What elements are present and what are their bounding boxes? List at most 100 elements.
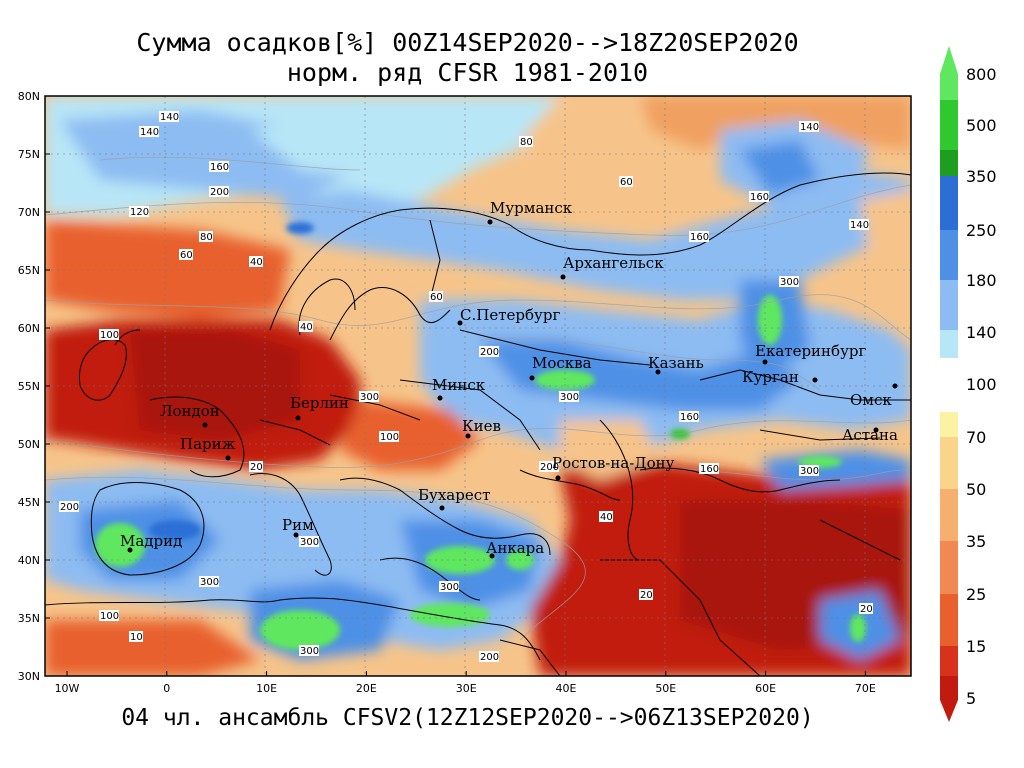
legend-swatch <box>940 437 958 489</box>
city-label: Курган <box>742 368 799 386</box>
legend-label: 350 <box>966 167 997 186</box>
city-dot <box>655 369 661 375</box>
legend-swatch <box>940 74 958 100</box>
legend-label: 140 <box>966 323 997 342</box>
contour-label: 80 <box>200 232 213 243</box>
contour-label-bg <box>129 206 149 217</box>
contour-label: 20 <box>640 590 653 601</box>
lon-tick-label: 50E <box>655 682 676 695</box>
legend-label: 5 <box>966 689 976 708</box>
contour-label-bg <box>799 465 819 476</box>
contour-label: 160 <box>690 232 709 243</box>
city-dot <box>465 433 471 439</box>
legend-lower-arrow <box>940 700 958 722</box>
city-label: Анкара <box>486 539 544 557</box>
city-label: Екатеринбург <box>755 342 866 360</box>
high-precipitation-areas <box>95 222 866 650</box>
contour-label: 140 <box>160 112 179 123</box>
lat-tick-label: 35N <box>18 612 40 625</box>
lat-tick-label: 60N <box>18 322 40 335</box>
city-dot <box>457 320 463 326</box>
legend-label: 15 <box>966 637 986 656</box>
legend-upper-arrow <box>940 46 958 74</box>
city-dot <box>295 415 301 421</box>
longitude-axis: 10W 0 10E 20E 30E 40E 50E 60E 70E <box>55 671 876 695</box>
contour-label-bg <box>99 329 119 340</box>
city-dot <box>437 395 443 401</box>
legend-label: 25 <box>966 585 986 604</box>
contour-value-labels: 140 160 140 200 120 80 60 40 80 60 40 100 300 100 300 3… <box>59 111 873 663</box>
contour-label: 140 <box>140 127 159 138</box>
lon-tick-label: 30E <box>456 682 477 695</box>
legend-label: 35 <box>966 532 986 551</box>
city-dot <box>555 475 561 481</box>
lon-tick-label: 60E <box>755 682 776 695</box>
legend-swatch <box>940 646 958 676</box>
latitude-axis: 80N 75N 70N 65N 60N 55N 50N 45N 40N 35N 30N <box>18 90 50 683</box>
legend-swatch <box>940 676 958 700</box>
city-dot <box>293 532 299 538</box>
contour-label-bg <box>699 463 719 474</box>
contour-label: 100 <box>100 330 119 341</box>
contour-label: 200 <box>540 462 559 473</box>
contour-label-bg <box>479 651 499 662</box>
contour-label-bg <box>599 511 613 522</box>
contour-label: 160 <box>700 464 719 475</box>
lat-tick-label: 70N <box>18 206 40 219</box>
contour-label: 120 <box>130 207 149 218</box>
legend-label: 250 <box>966 221 997 240</box>
contour-label: 160 <box>750 192 769 203</box>
contour-label-bg <box>249 461 263 472</box>
contour-label: 300 <box>560 392 579 403</box>
lat-tick-label: 75N <box>18 148 40 161</box>
city-label: Мурманск <box>490 199 573 217</box>
legend-swatch <box>940 594 958 646</box>
contour-label-bg <box>779 276 799 287</box>
contour-label: 300 <box>780 277 799 288</box>
contour-label-bg <box>639 589 653 600</box>
contour-label-bg <box>299 645 319 656</box>
contour-label: 40 <box>600 512 613 523</box>
city-label: Лондон <box>160 402 220 420</box>
city-dot <box>225 455 231 461</box>
contour-label-bg <box>379 431 399 442</box>
contour-label: 300 <box>440 582 459 593</box>
contour-label-bg <box>799 121 819 132</box>
contour-label-bg <box>139 126 159 137</box>
legend-swatch <box>940 230 958 280</box>
contour-label-bg <box>209 161 229 172</box>
color-legend: 800 500 350 250 180 140 100 70 50 35 25 15 5 <box>940 46 997 722</box>
city-label: Париж <box>180 435 236 453</box>
chart-title: Сумма осадков[%] 00Z14SEP2020-->18Z20SEP… <box>136 28 799 57</box>
contour-label: 300 <box>300 646 319 657</box>
contour-label-bg <box>859 603 873 614</box>
contour-label: 60 <box>620 177 633 188</box>
contour-label: 60 <box>180 250 193 261</box>
lon-tick-label: 40E <box>556 682 577 695</box>
city-dot <box>439 505 445 511</box>
city-label: Архангельск <box>563 254 664 272</box>
contour-label-bg <box>159 111 179 122</box>
graticule <box>45 96 911 676</box>
lon-tick-label: 10W <box>55 682 80 695</box>
city-markers: Мурманск Архангельск С.Петербург Москва Каза… <box>120 199 898 559</box>
legend-swatch <box>940 330 958 358</box>
lon-tick-label: 0 <box>163 682 170 695</box>
legend-label: 70 <box>966 428 986 447</box>
contour-label-bg <box>299 321 313 332</box>
city-dot <box>529 375 535 381</box>
contour-label-bg <box>299 536 319 547</box>
city-dot <box>487 219 493 225</box>
lon-tick-label: 10E <box>256 682 277 695</box>
legend-swatch <box>940 150 958 176</box>
lat-tick-label: 40N <box>18 554 40 567</box>
contour-label: 160 <box>680 412 699 423</box>
legend-label: 100 <box>966 375 997 394</box>
legend-swatch <box>940 176 958 230</box>
contour-label: 80 <box>520 137 533 148</box>
contour-label: 40 <box>300 322 313 333</box>
legend-label: 500 <box>966 116 997 135</box>
legend-swatch <box>940 280 958 330</box>
city-dot <box>560 274 566 280</box>
